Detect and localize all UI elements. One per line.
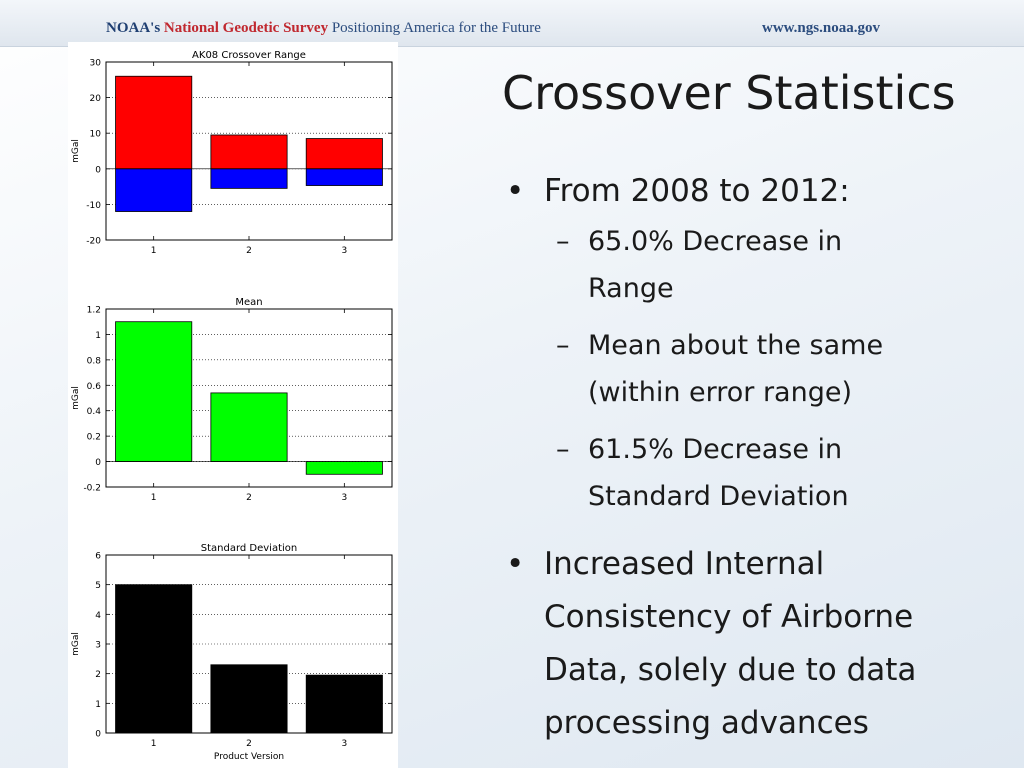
- bullet-line: Increased Internal: [544, 546, 825, 582]
- sub-line: Standard Deviation: [588, 481, 849, 512]
- y-tick-label: 1.2: [87, 306, 101, 316]
- sub-dash: –: [556, 434, 570, 465]
- org-url[interactable]: www.ngs.noaa.gov: [762, 20, 880, 36]
- bullet-list: • From 2008 to 2012: – 65.0% Decrease in…: [506, 165, 1006, 750]
- y-tick-label: -0.2: [83, 484, 101, 494]
- sub-bullet: – 61.5% Decrease in Standard Deviation: [506, 426, 1006, 520]
- y-tick-label: 0.6: [87, 382, 102, 392]
- sub-line: 65.0% Decrease in: [588, 226, 843, 257]
- y-tick-label: 6: [95, 552, 101, 562]
- bullet-dot: •: [506, 173, 525, 209]
- y-tick-label: -10: [86, 201, 101, 211]
- sub-dash: –: [556, 226, 570, 257]
- bar: [115, 321, 193, 462]
- bar: [210, 168, 288, 189]
- x-tick-label: 2: [246, 739, 252, 749]
- bar: [210, 392, 288, 462]
- bar: [305, 138, 383, 170]
- y-tick-label: 0.2: [87, 433, 101, 443]
- slide-title: Crossover Statistics: [502, 66, 956, 120]
- y-tick-label: 1: [95, 700, 101, 710]
- y-axis-label: mGal: [71, 632, 81, 656]
- y-tick-label: 0.4: [87, 407, 102, 417]
- crossover-range-chart: AK08 Crossover Range 30 20 10 0 -10 -20 1 2 3 mGal: [71, 50, 393, 256]
- bar: [305, 674, 383, 734]
- bar: [210, 134, 288, 170]
- y-tick-label: 1: [95, 331, 101, 341]
- sub-dash: –: [556, 330, 570, 361]
- chart-title: Mean: [235, 297, 262, 308]
- y-tick-label: 3: [95, 641, 101, 651]
- bar: [115, 75, 193, 170]
- standard-deviation-chart: Standard Deviation 6 5 4 3 2 1 0 1 2 3 mGal Product …: [71, 543, 393, 762]
- bar: [305, 168, 383, 186]
- bullet-line: Data, solely due to data: [544, 652, 917, 688]
- bullet-line: Consistency of Airborne: [544, 599, 914, 635]
- charts-panel: AK08 Crossover Range 30 20 10 0 -10 -20 1 2 3 mGal…: [68, 42, 398, 768]
- sub-bullet: – Mean about the same (within error rang…: [506, 322, 1006, 416]
- y-tick-label: 0: [95, 458, 101, 468]
- sub-line: Range: [588, 273, 674, 304]
- y-tick-label: 20: [90, 94, 102, 104]
- y-tick-label: 10: [90, 130, 102, 140]
- x-tick-label: 3: [341, 493, 347, 503]
- bar: [210, 664, 288, 734]
- x-tick-label: 1: [151, 739, 157, 749]
- x-tick-label: 1: [151, 246, 157, 256]
- y-axis-label: mGal: [71, 139, 81, 163]
- y-tick-label: 4: [95, 611, 101, 621]
- bar: [305, 461, 383, 475]
- mean-chart: Mean 1.2 1 0.8 0.6 0.4 0.2 0 -0.2 1 2 3 mGal: [71, 297, 393, 503]
- chart-title: Standard Deviation: [201, 543, 298, 554]
- sub-line: Mean about the same: [588, 330, 884, 361]
- sub-line: (within error range): [588, 377, 853, 408]
- bar: [115, 584, 193, 734]
- y-tick-label: -20: [86, 237, 101, 247]
- sub-bullet: – 65.0% Decrease in Range: [506, 218, 1006, 312]
- x-tick-label: 3: [341, 246, 347, 256]
- sub-line: 61.5% Decrease in: [588, 434, 843, 465]
- y-tick-label: 0: [95, 730, 101, 740]
- chart-title: AK08 Crossover Range: [192, 50, 306, 61]
- bullet-item: • From 2008 to 2012:: [506, 165, 1006, 218]
- y-tick-label: 2: [95, 670, 101, 680]
- x-tick-label: 3: [341, 739, 347, 749]
- org-brand: NOAA's National Geodetic Survey Position…: [106, 20, 541, 37]
- y-tick-label: 0.8: [87, 356, 102, 366]
- x-axis-label: Product Version: [214, 752, 284, 762]
- x-tick-label: 1: [151, 493, 157, 503]
- y-axis-label: mGal: [71, 386, 81, 410]
- bar: [115, 168, 193, 212]
- org-name: National Geodetic Survey: [163, 20, 329, 36]
- x-tick-label: 2: [246, 493, 252, 503]
- header-bar: NOAA's National Geodetic Survey Position…: [0, 0, 1024, 47]
- bullet-item: • Increased Internal Consistency of Airb…: [506, 538, 1006, 750]
- bullet-line: processing advances: [544, 705, 869, 741]
- org-tagline: Positioning America for the Future: [331, 20, 541, 36]
- y-tick-label: 0: [95, 165, 101, 175]
- y-tick-label: 30: [90, 59, 102, 69]
- x-tick-label: 2: [246, 246, 252, 256]
- bullet-dot: •: [506, 546, 525, 582]
- org-prefix: NOAA's: [106, 20, 161, 36]
- y-tick-label: 5: [95, 581, 101, 591]
- bullet-text: From 2008 to 2012:: [544, 173, 850, 209]
